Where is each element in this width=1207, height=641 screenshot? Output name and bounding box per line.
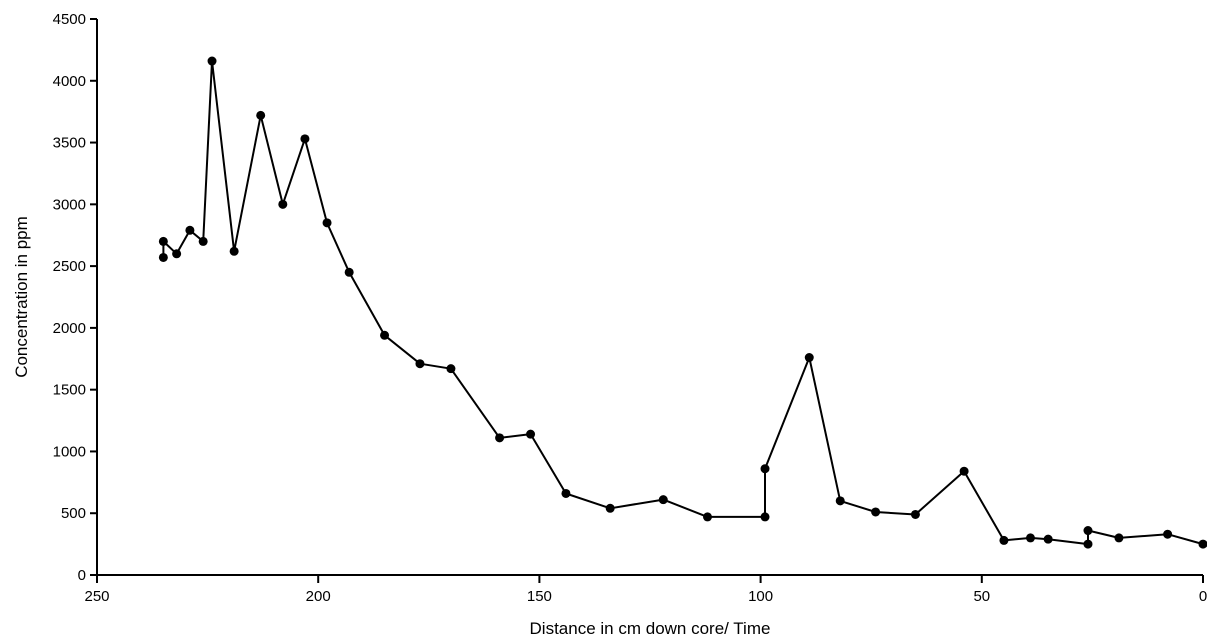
data-point: [1043, 534, 1053, 544]
y-tick-label: 1500: [53, 382, 86, 399]
data-point: [198, 236, 208, 246]
data-point: [526, 429, 536, 439]
x-tick-label: 250: [84, 588, 109, 605]
data-point: [1025, 533, 1035, 543]
x-tick-label: 150: [527, 588, 552, 605]
x-axis-title: Distance in cm down core/ Time: [530, 619, 771, 638]
data-point: [760, 512, 770, 522]
data-point: [760, 464, 770, 474]
data-point: [999, 535, 1009, 545]
x-ticks: 250 200 150 100 50 0: [84, 575, 1207, 605]
data-point: [344, 267, 354, 277]
x-tick-label: 200: [306, 588, 331, 605]
data-point: [380, 330, 390, 340]
data-point: [871, 507, 881, 517]
data-point: [910, 509, 920, 519]
y-tick-label: 4500: [53, 11, 86, 28]
x-tick-label: 0: [1199, 588, 1207, 605]
y-tick-label: 2500: [53, 258, 86, 275]
data-point: [229, 246, 239, 256]
data-point: [1083, 539, 1093, 549]
y-ticks: 0 500 1000 1500 2000 2500 3000 3500 4000 4500: [53, 11, 97, 584]
data-point: [172, 249, 182, 259]
data-point: [158, 252, 168, 262]
data-point: [207, 56, 217, 66]
data-point: [278, 199, 288, 209]
y-tick-label: 4000: [53, 73, 86, 90]
data-point: [605, 503, 615, 513]
data-point: [415, 359, 425, 369]
data-point: [658, 495, 668, 505]
data-point: [561, 488, 571, 498]
series-line: [162, 60, 1204, 546]
data-point: [446, 364, 456, 374]
y-tick-label: 1000: [53, 443, 86, 460]
y-tick-label: 3000: [53, 196, 86, 213]
series-group: [158, 56, 1207, 549]
data-point: [835, 496, 845, 506]
data-point: [256, 110, 266, 120]
data-point: [158, 236, 168, 246]
data-point: [1198, 539, 1207, 549]
y-tick-label: 2000: [53, 320, 86, 337]
data-point: [959, 466, 969, 476]
data-point: [300, 134, 310, 144]
data-point: [1114, 533, 1124, 543]
data-point: [495, 433, 505, 443]
x-tick-label: 50: [973, 588, 990, 605]
y-axis-title: Concentration in ppm: [12, 216, 31, 378]
x-tick-label: 100: [748, 588, 773, 605]
data-point: [804, 353, 814, 363]
data-point: [1163, 529, 1173, 539]
y-tick-label: 3500: [53, 135, 86, 152]
data-point: [185, 225, 195, 235]
y-tick-label: 0: [78, 567, 86, 584]
data-point: [703, 512, 713, 522]
data-point: [1083, 526, 1093, 536]
y-tick-label: 500: [61, 505, 86, 522]
axes: [96, 19, 1203, 576]
data-point: [322, 218, 332, 228]
